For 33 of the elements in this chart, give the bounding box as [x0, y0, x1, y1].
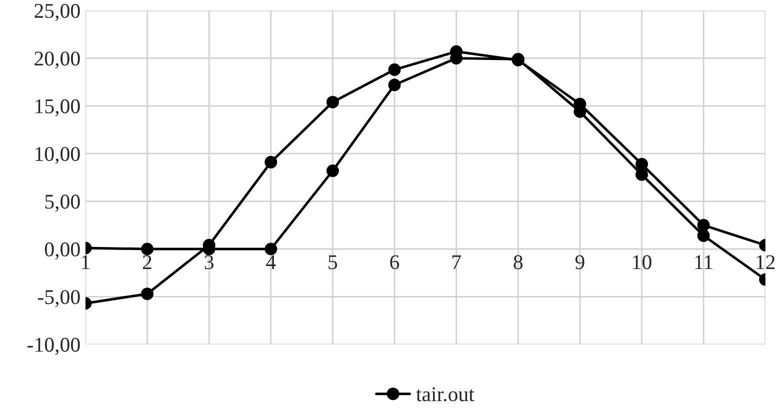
x-tick-label: 12	[756, 255, 775, 270]
y-tick-label: 15,00	[36, 99, 80, 116]
y-tick-label: 25,00	[34, 4, 80, 21]
y-tick-label: -10,00	[28, 338, 80, 355]
point	[326, 96, 339, 108]
point	[264, 242, 278, 256]
x-tick-label: 5	[328, 255, 338, 270]
x-tick-label: 4	[266, 255, 276, 270]
y-tick-label: -5,00	[38, 290, 80, 308]
point	[388, 63, 401, 76]
x-tick-label: 11	[695, 255, 712, 270]
x-tick-label: 3	[204, 255, 214, 270]
point	[635, 158, 648, 170]
legend-label: tair.out	[416, 387, 474, 402]
x-tick-label: 9	[575, 255, 584, 270]
y-tick-label: 10,00	[36, 146, 80, 164]
point	[141, 242, 154, 256]
point	[264, 156, 278, 168]
x-tick-label: 2	[142, 255, 152, 270]
point	[326, 164, 339, 178]
point	[697, 229, 710, 242]
x-tick-label: 1	[82, 255, 90, 270]
point	[635, 168, 648, 181]
y-tick-label: 0,00	[44, 242, 80, 260]
x-tick-label: 10	[633, 255, 652, 270]
x-tick-label: 6	[390, 255, 400, 270]
point	[697, 218, 710, 232]
x-tick-label: 8	[514, 255, 523, 270]
point	[141, 288, 154, 300]
x-tick-label: 7	[452, 255, 461, 270]
y-tick-label: 5,00	[45, 194, 80, 212]
y-tick-label: 20,00	[34, 52, 80, 69]
point	[388, 78, 401, 92]
